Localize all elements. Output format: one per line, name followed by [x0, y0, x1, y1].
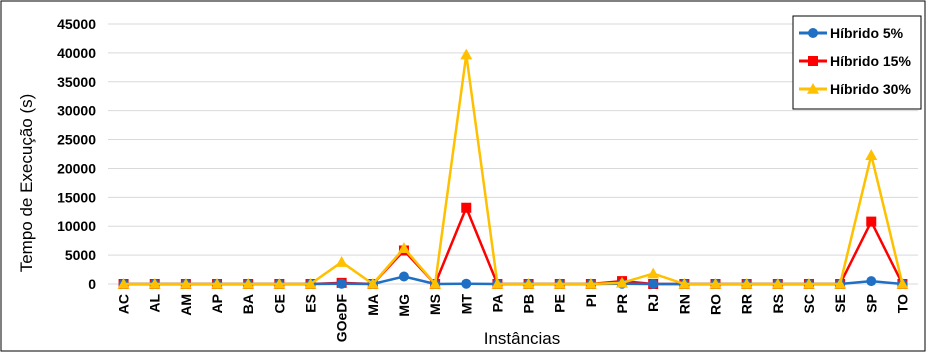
y-tick-label: 15000 [57, 189, 96, 205]
data-point [802, 278, 815, 289]
x-tick-label: MS [427, 294, 443, 315]
data-point [366, 278, 379, 289]
data-point [808, 56, 818, 66]
data-point [522, 278, 535, 289]
y-tick-label: 5000 [65, 247, 96, 263]
y-tick-label: 0 [88, 276, 96, 292]
x-tick-label: BA [240, 294, 256, 314]
data-point [336, 278, 347, 289]
y-tick-label: 10000 [57, 218, 96, 234]
data-point [460, 48, 473, 60]
y-tick-labels: 0 5000 10000 15000 20000 25000 30000 35000 40000… [57, 16, 96, 292]
x-tick-label: RO [708, 294, 724, 315]
x-tick-label: CE [271, 294, 287, 313]
x-tick-label: MG [396, 294, 412, 317]
x-tick-label: RN [676, 294, 692, 314]
series-3 [117, 48, 909, 289]
x-tick-label: PA [489, 294, 505, 312]
data-point [808, 28, 818, 38]
data-point [429, 278, 442, 289]
x-tick-label: AL [147, 294, 163, 313]
legend-label: Híbrido 30% [830, 81, 911, 97]
data-point [397, 242, 410, 253]
x-tick-label: PR [614, 294, 630, 313]
data-point [896, 278, 909, 289]
y-tick-label: 30000 [57, 103, 96, 119]
data-point [242, 278, 255, 289]
x-axis-title: Instâncias [484, 329, 561, 348]
data-point [273, 278, 286, 289]
legend-label: Híbrido 5% [830, 25, 904, 41]
x-tick-label: RS [770, 294, 786, 313]
data-point [553, 278, 566, 289]
x-tick-label: GOeDF [334, 294, 350, 343]
x-tick-label: AC [116, 294, 132, 314]
x-tick-label: PB [521, 294, 537, 313]
data-point [807, 83, 819, 94]
data-point [304, 278, 317, 289]
data-point [179, 278, 192, 289]
x-tick-label: SC [801, 294, 817, 313]
y-tick-label: 20000 [57, 160, 96, 176]
data-point [647, 267, 660, 279]
data-point [117, 278, 130, 289]
x-tick-labels: AC AL AM AP BA CE ES GOeDF MA MG MS MT PA PB PE PI PR RJ R… [116, 294, 911, 343]
data-point [865, 149, 878, 160]
legend-label: Híbrido 15% [830, 53, 911, 69]
data-point [771, 278, 784, 289]
x-tick-label: AM [178, 294, 194, 316]
y-tick-label: 45000 [57, 16, 96, 32]
x-tick-label: ES [303, 294, 319, 313]
series-line [123, 53, 904, 286]
data-point [148, 278, 161, 289]
x-tick-label: SP [863, 294, 879, 313]
y-axis-title: Tempo de Execução (s) [17, 94, 36, 273]
y-tick-label: 40000 [57, 45, 96, 61]
data-point [866, 216, 877, 227]
data-point [398, 271, 409, 282]
x-tick-label: MT [458, 294, 474, 315]
x-tick-label: PI [583, 294, 599, 307]
x-tick-label: AP [209, 294, 225, 313]
x-tick-label: SE [832, 294, 848, 313]
data-point [740, 278, 753, 289]
data-point [709, 278, 722, 289]
data-point [866, 276, 877, 287]
series-layer [117, 48, 909, 289]
data-point [678, 278, 691, 289]
data-point [616, 276, 629, 288]
x-tick-label: TO [894, 294, 910, 313]
data-point [584, 278, 597, 289]
x-tick-label: MA [365, 294, 381, 316]
legend: Híbrido 5% Híbrido 15% Híbrido 30% [792, 15, 922, 110]
y-tick-label: 35000 [57, 74, 96, 90]
data-point [491, 278, 504, 289]
x-tick-label: PE [552, 294, 568, 313]
data-point [335, 256, 348, 267]
data-point [461, 202, 472, 213]
data-point [834, 278, 847, 289]
y-tick-label: 25000 [57, 132, 96, 148]
data-point [648, 279, 659, 289]
data-point [461, 278, 472, 289]
x-tick-label: RR [739, 294, 755, 314]
data-point [211, 278, 224, 289]
x-tick-label: RJ [645, 294, 661, 312]
